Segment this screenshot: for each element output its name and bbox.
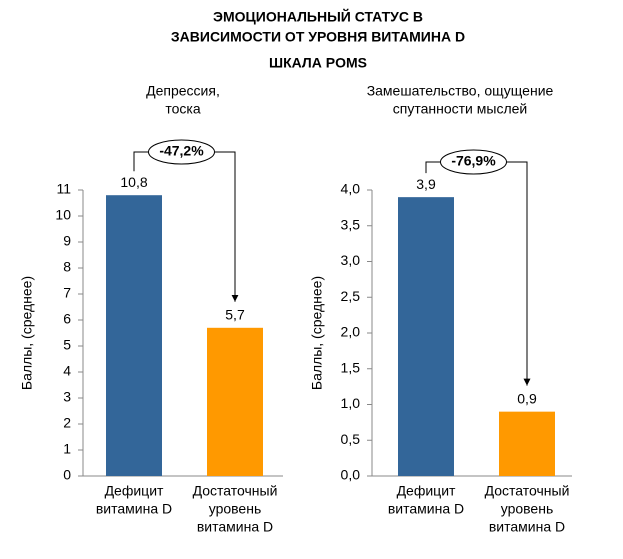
y-axis-label: Баллы, (среднее) <box>309 276 325 390</box>
x-tick-label: Достаточный <box>193 483 278 499</box>
chart-title: Депрессия, <box>146 83 220 99</box>
y-tick-label: 9 <box>63 233 71 249</box>
y-tick-label: 3 <box>63 389 71 405</box>
x-tick-label: Достаточный <box>485 483 570 499</box>
chart-title: спутанности мыслей <box>393 101 527 117</box>
y-tick-label: 2 <box>63 415 71 431</box>
chart-title: тоска <box>165 101 200 117</box>
x-tick-label: Дефицит <box>105 483 164 499</box>
y-tick-label: 1 <box>63 441 71 457</box>
y-tick-label: 2,5 <box>341 288 361 304</box>
value-label: 5,7 <box>225 307 245 323</box>
bar <box>207 327 263 476</box>
value-label: 10,8 <box>120 174 147 190</box>
y-tick-label: 5 <box>63 337 71 353</box>
y-tick-label: 7 <box>63 285 71 301</box>
annotation-bubble <box>148 139 215 165</box>
annotation-bubble <box>440 149 507 175</box>
x-tick-label: витамина D <box>489 519 565 535</box>
y-tick-label: 3,0 <box>341 252 361 268</box>
x-tick-label: витамина D <box>96 501 172 517</box>
subtitle: ШКАЛА POMS <box>269 55 367 71</box>
y-tick-label: 0,5 <box>341 431 361 447</box>
y-tick-label: 11 <box>56 181 71 197</box>
y-tick-label: 6 <box>63 311 71 327</box>
x-tick-label: витамина D <box>388 501 464 517</box>
y-tick-label: 8 <box>63 259 71 275</box>
x-tick-label: уровень <box>501 501 554 517</box>
annotation: -47,2% <box>159 143 204 159</box>
y-tick-label: 3,5 <box>341 216 361 232</box>
x-tick-label: витамина D <box>197 519 273 535</box>
title-line: ЗАВИСИМОСТИ ОТ УРОВНЯ ВИТАМИНА D <box>171 29 465 45</box>
y-tick-label: 0,0 <box>341 467 361 483</box>
y-tick-label: 10 <box>55 207 71 223</box>
chart-title: Замешательство, ощущение <box>367 83 554 99</box>
y-tick-label: 2,0 <box>341 324 361 340</box>
y-tick-label: 0 <box>63 467 71 483</box>
bar <box>106 195 162 476</box>
y-tick-label: 4 <box>63 363 71 379</box>
value-label: 0,9 <box>517 390 537 406</box>
y-tick-label: 1,5 <box>341 359 361 375</box>
value-label: 3,9 <box>416 176 436 192</box>
title-line: ЭМОЦИОНАЛЬНЫЙ СТАТУС В <box>213 8 423 25</box>
x-tick-label: Дефицит <box>397 483 456 499</box>
x-tick-label: уровень <box>209 501 262 517</box>
y-tick-label: 1,0 <box>341 395 361 411</box>
annotation: -76,9% <box>451 153 496 169</box>
y-tick-label: 4,0 <box>341 181 361 197</box>
y-axis-label: Баллы, (среднее) <box>19 276 35 390</box>
bar <box>398 197 454 476</box>
bar <box>499 411 555 476</box>
